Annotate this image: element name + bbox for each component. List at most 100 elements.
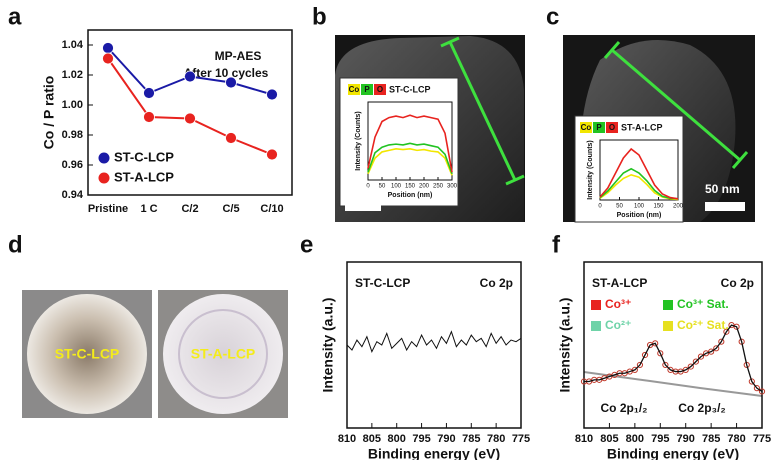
legend-swatch: [663, 321, 673, 331]
legend-swatch: [593, 122, 605, 133]
data-point: [748, 378, 755, 385]
y-tick-label: 0.94: [62, 189, 84, 201]
x-axis-label: Position (nm): [617, 212, 662, 219]
panel-title: ST-A-LCP: [592, 276, 647, 290]
x-tick-label: 250: [433, 184, 444, 190]
profile-line: [367, 142, 453, 175]
y-tick-label: 0.96: [62, 159, 83, 171]
scan-cap: [505, 174, 525, 186]
x-tick-label: 780: [727, 433, 745, 445]
annotation: After 10 cycles: [184, 66, 269, 80]
x-tick-label: 50: [616, 204, 623, 210]
legend-swatch: [374, 84, 386, 95]
x-tick-label: 200: [419, 184, 430, 190]
panel-label: e: [300, 231, 313, 258]
sample-label: ST-A-LCP: [191, 346, 256, 362]
x-tick-label: 785: [462, 433, 480, 445]
data-point: [652, 340, 659, 347]
x-tick-label: 805: [363, 433, 381, 445]
x-tick-label: 775: [753, 433, 771, 445]
inset: [339, 77, 459, 207]
legend-label: Co²⁺ Sat.: [677, 318, 729, 332]
legend-label: ST-C-LCP: [114, 149, 174, 164]
x-tick-label: 805: [600, 433, 618, 445]
scale-bar-label: 50 nm: [345, 182, 380, 196]
inset: [574, 115, 684, 223]
data-point: [697, 353, 705, 360]
scan-cap: [603, 41, 621, 59]
data-point: [753, 385, 761, 392]
x-tick-label: 785: [702, 433, 720, 445]
scale-bar-label: 50 nm: [705, 182, 740, 196]
panel-label: b: [312, 3, 327, 30]
plot-frame: [583, 261, 763, 429]
x-tick-label: 1 C: [140, 203, 157, 215]
data-point: [682, 366, 689, 373]
x-tick-label: 810: [338, 433, 356, 445]
profile-line: [599, 147, 679, 200]
point: [184, 112, 196, 125]
data-point: [692, 358, 699, 365]
x-tick-label: 790: [437, 433, 455, 445]
scale-bar: [705, 202, 745, 211]
point: [225, 76, 237, 89]
data-point: [708, 348, 715, 355]
panel-label: f: [552, 231, 561, 258]
legend-marker: [98, 172, 110, 184]
x-tick-label: C/2: [181, 203, 198, 215]
legend-marker: [98, 152, 110, 164]
legend-swatch: [361, 84, 373, 95]
data-point: [657, 350, 664, 357]
x-axis-label: Binding energy (eV): [368, 446, 500, 460]
legend-label: Co²⁺: [605, 318, 631, 332]
legend-swatch: [580, 122, 592, 133]
data-point: [641, 351, 649, 359]
x-tick-label: 50: [379, 184, 386, 190]
profile-line: [367, 114, 453, 173]
inset-title: ST-C-LCP: [389, 84, 431, 94]
x-tick-label: Pristine: [88, 203, 128, 215]
legend-label: Co³⁺: [605, 297, 631, 311]
peak-label: Co 2p₁/₂: [601, 401, 648, 415]
data-point: [733, 323, 740, 330]
x-tick-label: 200: [673, 204, 684, 210]
disc: [27, 294, 147, 414]
data-point: [718, 338, 725, 345]
x-tick-label: 795: [412, 433, 430, 445]
sample-label: ST-C-LCP: [55, 346, 120, 362]
panel-title: ST-C-LCP: [355, 276, 410, 290]
scan-line: [448, 41, 517, 181]
data-point: [713, 345, 720, 352]
x-tick-label: C/5: [222, 203, 239, 215]
spectrum-line: [346, 330, 522, 353]
data-point: [723, 328, 730, 335]
x-tick-label: 150: [653, 204, 664, 210]
legend-swatch: [348, 84, 360, 95]
x-tick-label: 150: [405, 184, 416, 190]
legend-swatch: [591, 321, 601, 331]
scan-cap: [731, 151, 749, 169]
point: [102, 52, 114, 65]
scale-bar: [345, 202, 381, 211]
legend-swatch: [663, 300, 673, 310]
y-tick-label: 0.98: [62, 129, 83, 141]
panel-label: c: [546, 3, 559, 30]
legend-label: P: [596, 123, 602, 132]
x-tick-label: 780: [487, 433, 505, 445]
data-point: [662, 361, 669, 369]
x-axis-label: Position (nm): [388, 192, 433, 199]
legend-label: O: [377, 85, 383, 94]
scan-cap: [440, 36, 460, 48]
point: [266, 88, 278, 101]
legend-label: O: [609, 123, 615, 132]
data-point: [631, 366, 638, 373]
disc: [163, 294, 283, 414]
legend-swatch: [606, 122, 618, 133]
x-tick-label: 775: [512, 433, 530, 445]
y-axis-label: Intensity (Counts): [355, 111, 362, 171]
panel-subtitle: Co 2p: [480, 276, 513, 290]
x-tick-label: 790: [677, 433, 695, 445]
panel-label: d: [8, 231, 23, 258]
legend-label: Co³⁺ Sat.: [677, 297, 729, 311]
